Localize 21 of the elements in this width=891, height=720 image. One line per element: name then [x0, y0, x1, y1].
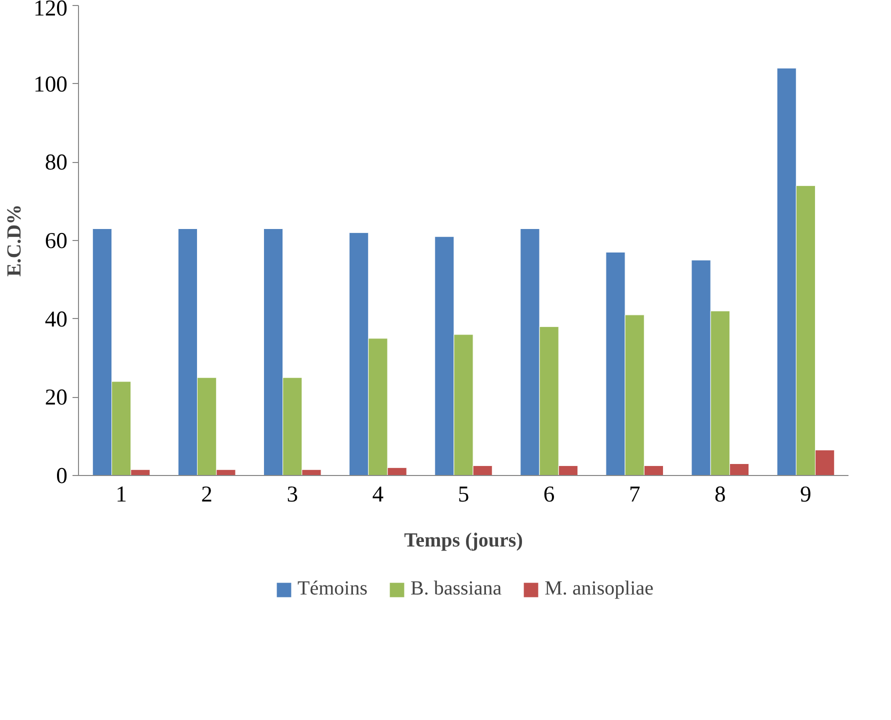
x-tick-label: 5: [458, 482, 470, 506]
x-tick-label: 8: [714, 482, 726, 506]
x-tick-label: 3: [286, 482, 298, 506]
y-tick-label: 0: [56, 463, 68, 488]
y-tick-label: 100: [34, 71, 68, 96]
x-axis-title: Temps (jours): [404, 530, 523, 552]
y-tick-label: 80: [44, 150, 68, 175]
y-tick-label: 60: [44, 228, 68, 253]
y-tick-label: 120: [34, 0, 68, 20]
y-tick-label: 20: [44, 384, 68, 410]
y-tick-label: 40: [44, 306, 68, 332]
x-tick-label: 7: [628, 482, 640, 506]
x-tick-label: 9: [800, 482, 812, 506]
x-tick-label: 1: [116, 482, 127, 506]
x-tick-label: 2: [201, 482, 212, 506]
x-tick-label: 4: [372, 482, 384, 506]
legend-label: Témoins: [298, 578, 368, 600]
y-axis-title: E.C.D%: [4, 204, 26, 277]
legend-label: B. bassiana: [410, 578, 502, 600]
legend-label: M. anisopliae: [544, 578, 654, 600]
x-tick-label: 6: [543, 482, 555, 506]
